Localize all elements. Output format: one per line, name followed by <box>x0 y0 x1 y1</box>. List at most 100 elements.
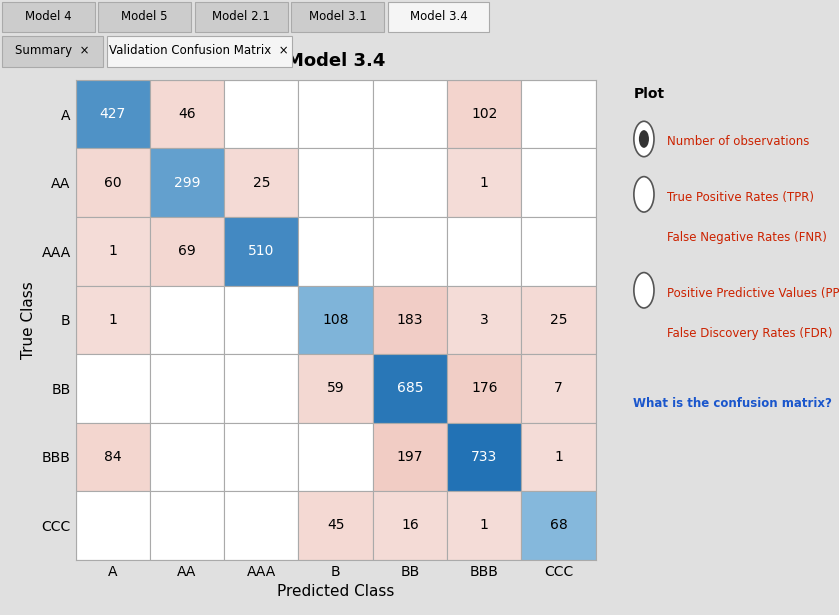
Bar <box>521 217 596 285</box>
Bar <box>521 423 596 491</box>
Bar <box>447 423 521 491</box>
Bar <box>150 80 224 148</box>
Text: 3: 3 <box>480 313 488 327</box>
Text: Summary  ×: Summary × <box>15 44 90 57</box>
Text: 46: 46 <box>178 107 195 121</box>
Text: 685: 685 <box>397 381 423 395</box>
Bar <box>150 148 224 217</box>
Text: 84: 84 <box>104 450 122 464</box>
Bar <box>373 491 447 560</box>
Text: What is the confusion matrix?: What is the confusion matrix? <box>633 397 832 410</box>
FancyBboxPatch shape <box>195 2 288 33</box>
Bar <box>447 285 521 354</box>
Text: 25: 25 <box>550 313 567 327</box>
Bar <box>521 354 596 423</box>
Bar <box>373 80 447 148</box>
Circle shape <box>634 177 654 212</box>
Bar <box>224 354 299 423</box>
Text: 45: 45 <box>327 518 344 533</box>
Title: Model 3.4: Model 3.4 <box>286 52 385 70</box>
Text: 183: 183 <box>397 313 423 327</box>
Text: True Positive Rates (TPR): True Positive Rates (TPR) <box>667 191 814 204</box>
Text: 7: 7 <box>554 381 563 395</box>
Bar <box>224 217 299 285</box>
Circle shape <box>634 272 654 308</box>
Text: 1: 1 <box>480 518 488 533</box>
FancyBboxPatch shape <box>388 2 489 33</box>
Text: Positive Predictive Values (PPV): Positive Predictive Values (PPV) <box>667 287 839 300</box>
Bar <box>299 80 373 148</box>
Bar <box>447 491 521 560</box>
FancyBboxPatch shape <box>98 2 191 33</box>
Text: 510: 510 <box>248 244 274 258</box>
Text: 16: 16 <box>401 518 419 533</box>
Text: 176: 176 <box>471 381 498 395</box>
Bar <box>150 354 224 423</box>
Text: 69: 69 <box>178 244 195 258</box>
Bar <box>76 354 150 423</box>
Bar <box>299 491 373 560</box>
X-axis label: Predicted Class: Predicted Class <box>277 584 394 599</box>
Bar <box>76 285 150 354</box>
Bar <box>224 80 299 148</box>
FancyBboxPatch shape <box>2 36 103 68</box>
Text: 60: 60 <box>104 176 122 190</box>
Bar <box>373 354 447 423</box>
Text: 102: 102 <box>471 107 498 121</box>
FancyBboxPatch shape <box>2 2 95 33</box>
Bar <box>299 285 373 354</box>
Bar <box>76 491 150 560</box>
Bar <box>224 423 299 491</box>
Text: Validation Confusion Matrix  ×: Validation Confusion Matrix × <box>109 44 289 57</box>
Bar <box>299 217 373 285</box>
Text: Model 3.1: Model 3.1 <box>309 10 367 23</box>
Bar <box>224 148 299 217</box>
FancyBboxPatch shape <box>291 2 384 33</box>
Text: 733: 733 <box>471 450 498 464</box>
Bar <box>447 148 521 217</box>
Bar <box>150 423 224 491</box>
Text: 25: 25 <box>253 176 270 190</box>
Bar <box>76 148 150 217</box>
Bar <box>373 423 447 491</box>
Text: Model 3.4: Model 3.4 <box>409 10 467 23</box>
Text: 299: 299 <box>174 176 201 190</box>
Text: Number of observations: Number of observations <box>667 135 810 148</box>
Bar <box>521 491 596 560</box>
Circle shape <box>634 121 654 157</box>
Bar <box>76 423 150 491</box>
Bar <box>447 80 521 148</box>
Bar <box>299 354 373 423</box>
Bar <box>299 148 373 217</box>
Text: 108: 108 <box>322 313 349 327</box>
Bar <box>373 285 447 354</box>
Bar <box>521 148 596 217</box>
Text: 197: 197 <box>397 450 423 464</box>
Bar <box>150 217 224 285</box>
Y-axis label: True Class: True Class <box>21 281 36 359</box>
Bar <box>150 491 224 560</box>
Bar <box>521 285 596 354</box>
Bar <box>447 217 521 285</box>
Text: 59: 59 <box>326 381 345 395</box>
Text: Model 4: Model 4 <box>25 10 71 23</box>
Text: Plot: Plot <box>633 87 664 101</box>
Bar <box>224 285 299 354</box>
Bar <box>521 80 596 148</box>
Bar <box>224 491 299 560</box>
Text: Model 5: Model 5 <box>122 10 168 23</box>
Circle shape <box>639 130 649 148</box>
Text: 68: 68 <box>550 518 567 533</box>
Text: 427: 427 <box>100 107 126 121</box>
Text: False Negative Rates (FNR): False Negative Rates (FNR) <box>667 231 827 244</box>
Text: Model 2.1: Model 2.1 <box>212 10 270 23</box>
Bar <box>76 80 150 148</box>
Bar <box>299 423 373 491</box>
Text: 1: 1 <box>108 313 117 327</box>
Bar <box>76 217 150 285</box>
Bar <box>373 217 447 285</box>
Text: 1: 1 <box>108 244 117 258</box>
Bar <box>150 285 224 354</box>
Bar <box>447 354 521 423</box>
Text: 1: 1 <box>480 176 488 190</box>
